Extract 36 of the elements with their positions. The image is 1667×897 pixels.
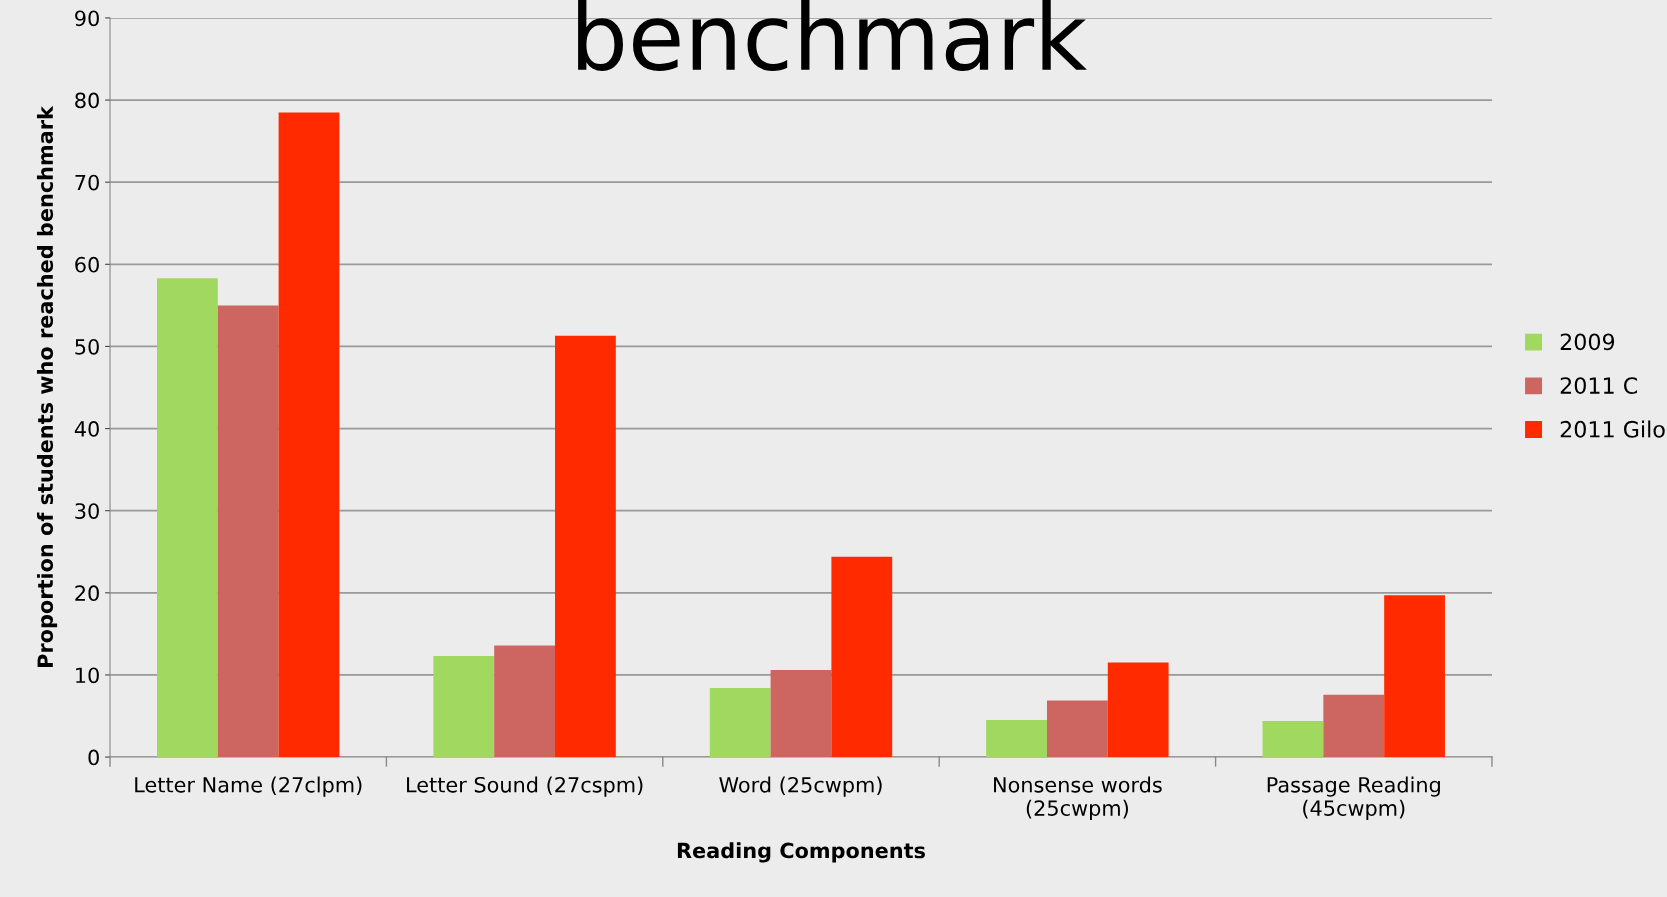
bar [494, 645, 556, 758]
legend-label: 2009 [1560, 333, 1615, 351]
legend-label: 2011 Gilo [1560, 420, 1665, 438]
legend-label: 2011 C [1560, 377, 1638, 394]
bar [1384, 595, 1445, 758]
y-tick-label: 80 [75, 92, 99, 109]
bar [1107, 662, 1169, 758]
bar [770, 670, 832, 758]
bar [157, 278, 218, 758]
y-tick-label: 30 [75, 503, 99, 519]
y-tick-label: 10 [76, 667, 99, 684]
y-axis-title: Proportion of students who reached benchmark [36, 105, 58, 667]
y-tick-label: 50 [75, 338, 99, 355]
bar [1262, 720, 1324, 758]
bar [278, 112, 340, 758]
bar [831, 556, 893, 758]
y-tick-label: 60 [75, 256, 99, 273]
y-tick-label: 90 [75, 10, 99, 27]
bar [709, 688, 771, 758]
x-tick-label: Passage Reading (45cwpm) [1267, 776, 1440, 820]
x-tick-label: Word (25cwpm) [719, 776, 882, 797]
x-axis-title: Reading Components [677, 842, 925, 863]
y-tick-label: 40 [74, 421, 99, 437]
x-tick-label: Letter Name (27clpm) [135, 776, 362, 797]
y-tick-label: 0 [88, 749, 99, 766]
bar [555, 335, 616, 758]
bar [217, 305, 279, 758]
y-tick-label: 20 [75, 585, 99, 602]
bar [1323, 694, 1385, 758]
bar [986, 720, 1047, 758]
x-tick-label: Nonsense words (25cwpm) [994, 776, 1162, 820]
y-tick-label: 70 [75, 174, 99, 191]
bar [1046, 700, 1108, 758]
x-tick-label: Letter Sound (27cspm) [407, 776, 643, 797]
chart-title: benchmark [578, 0, 1087, 71]
bar [433, 656, 495, 758]
